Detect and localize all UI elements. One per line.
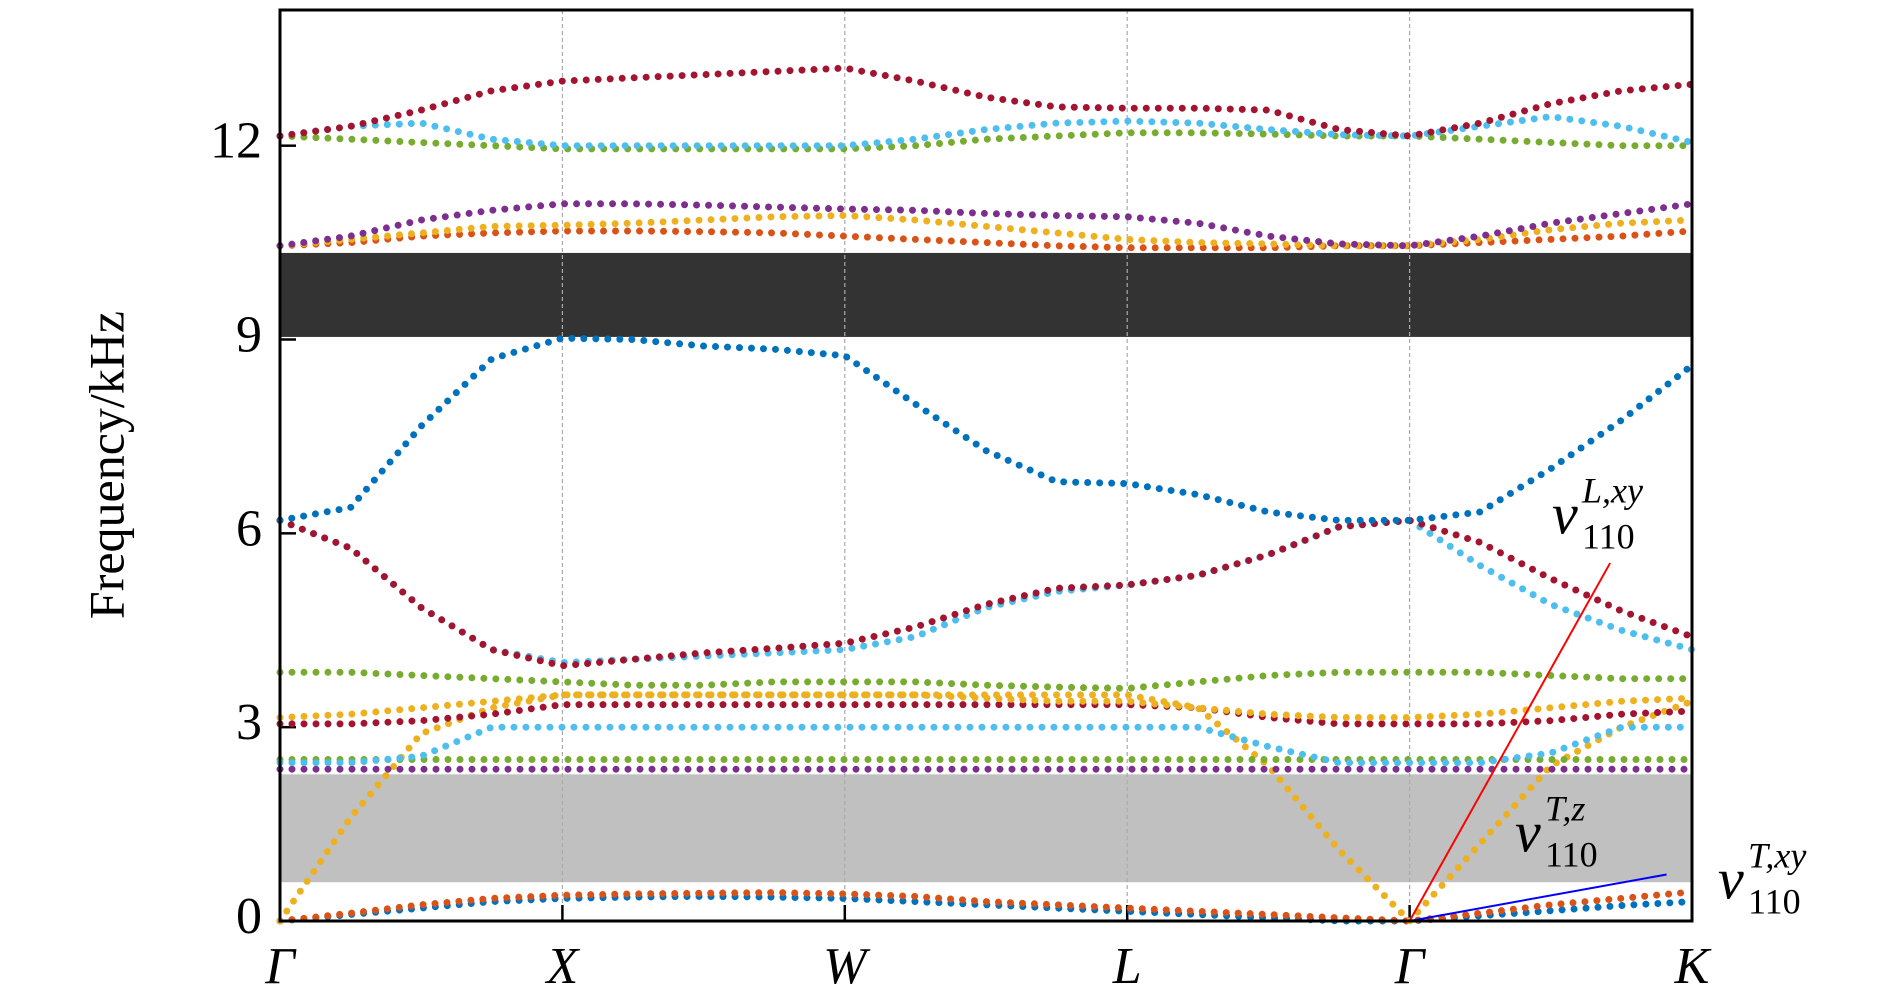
fit-line (1409, 873, 1667, 922)
x-tick-label: Γ (1394, 938, 1427, 993)
band-curve (276, 200, 1696, 250)
annotation-sub: 110 (1582, 516, 1635, 556)
band-curve (276, 113, 1696, 150)
band-curve (276, 64, 1696, 140)
band-curve (276, 723, 1696, 767)
annotation-symbol: v (1718, 846, 1744, 911)
annotation-sub: 110 (1748, 881, 1801, 921)
x-tick-label: Γ (264, 938, 297, 993)
y-tick-label: 3 (236, 694, 262, 751)
x-tick-label: L (1112, 938, 1142, 993)
annotation-sup: T,z (1545, 788, 1585, 828)
band-curve (276, 129, 1696, 153)
y-tick-label: 9 (236, 306, 262, 363)
band-curve (276, 211, 1696, 250)
x-tick-label: W (823, 938, 871, 993)
band-curve (276, 888, 1696, 925)
band-curve (276, 227, 1696, 252)
band-gap (280, 252, 1692, 337)
x-tick-label: X (545, 938, 581, 993)
y-tick-label: 0 (236, 888, 262, 945)
annotation-sup: T,xy (1748, 835, 1806, 875)
x-tick-label: K (1674, 938, 1712, 993)
y-tick-label: 12 (210, 113, 262, 170)
annotation-sup: L,xy (1581, 470, 1643, 510)
band-curve (276, 701, 1696, 728)
annotation-symbol: v (1515, 799, 1541, 864)
band-curve (276, 334, 1696, 524)
y-tick-label: 6 (236, 500, 262, 557)
annotation-sub: 110 (1545, 834, 1598, 874)
y-axis-label: Frequency/kHz (78, 311, 134, 619)
annotation-symbol: v (1552, 481, 1578, 546)
plot-frame (278, 8, 1694, 923)
fit-line (1408, 562, 1611, 922)
band-curve (276, 691, 1696, 721)
band-curve (276, 668, 1696, 692)
band-curve (276, 516, 1696, 670)
band-gap (280, 774, 1692, 883)
